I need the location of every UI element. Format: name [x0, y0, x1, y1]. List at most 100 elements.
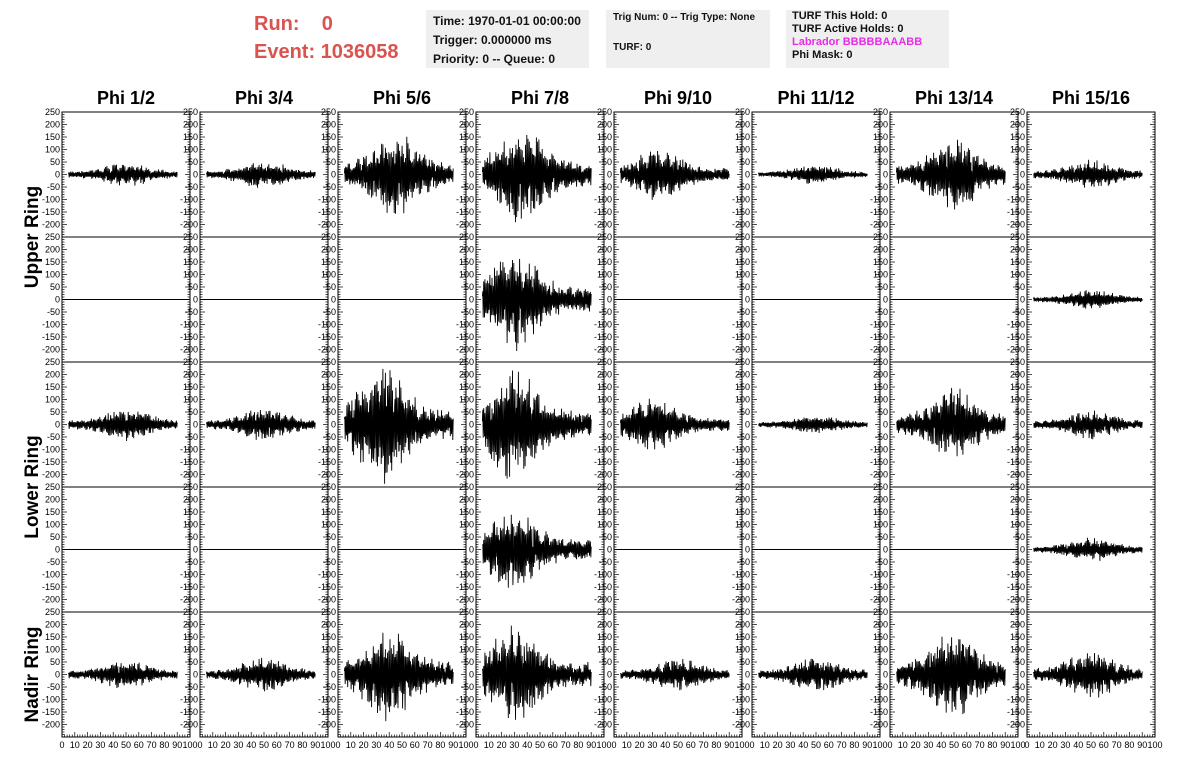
waveform-trace [1032, 290, 1143, 309]
y-tick-label: 150 [321, 257, 336, 267]
y-tick-label: -150 [42, 582, 60, 592]
y-tick-label: 250 [45, 482, 60, 492]
y-tick-label: 200 [459, 245, 474, 255]
y-tick-label: -100 [1007, 695, 1025, 705]
x-tick-label: 30 [95, 740, 105, 750]
y-tick-label: -100 [456, 195, 474, 205]
y-tick-label: -150 [1007, 207, 1025, 217]
y-tick-label: 200 [873, 120, 888, 130]
y-tick-label: 200 [459, 620, 474, 630]
y-tick-label: 0 [193, 420, 198, 430]
y-tick-label: -150 [732, 707, 750, 717]
y-tick-label: 250 [873, 357, 888, 367]
waveform-panel: -200 -150 -100 -50 0 50 100 150 200 250 [180, 107, 329, 238]
ring-label: Nadir Ring [22, 626, 43, 722]
y-tick-label: -150 [180, 582, 198, 592]
y-tick-label: 150 [1010, 257, 1025, 267]
x-tick-label: 50 [259, 740, 269, 750]
x-tick-label: 100 [320, 740, 335, 750]
waveform-panel: -200 -150 -100 -50 0 50 100 150 200 250 [1007, 482, 1156, 613]
y-tick-label: 50 [740, 282, 750, 292]
turf-text: TURF: 0 [613, 42, 652, 53]
y-tick-label: -200 [180, 595, 198, 605]
y-tick-label: -50 [599, 307, 612, 317]
y-tick-label: 200 [1010, 620, 1025, 630]
y-tick-label: -150 [180, 332, 198, 342]
y-tick-label: 250 [597, 357, 612, 367]
y-tick-label: 0 [607, 420, 612, 430]
y-tick-label: 200 [1010, 370, 1025, 380]
waveform-trace [67, 662, 178, 689]
y-tick-label: 100 [597, 395, 612, 405]
x-tick-label: 70 [423, 740, 433, 750]
y-tick-label: 50 [50, 532, 60, 542]
waveform-trace [481, 625, 592, 720]
y-tick-label: 50 [188, 282, 198, 292]
y-tick-label: 100 [1010, 645, 1025, 655]
event-label: Event: [254, 41, 316, 63]
y-tick-label: 150 [735, 632, 750, 642]
x-tick-label: 30 [233, 740, 243, 750]
y-tick-label: 150 [597, 257, 612, 267]
y-tick-label: -50 [1012, 557, 1025, 567]
y-tick-label: -200 [594, 345, 612, 355]
y-tick-label: -100 [180, 195, 198, 205]
y-tick-label: -200 [180, 470, 198, 480]
y-tick-label: -150 [42, 332, 60, 342]
x-tick-label: 90 [310, 740, 320, 750]
y-tick-label: -100 [1007, 320, 1025, 330]
waveform-trace [205, 409, 316, 440]
waveform-trace [758, 658, 868, 691]
y-tick-label: -100 [594, 695, 612, 705]
y-tick-label: 100 [873, 270, 888, 280]
x-tick-label: 70 [699, 740, 709, 750]
y-tick-label: 200 [597, 245, 612, 255]
y-tick-label: -150 [456, 332, 474, 342]
y-tick-label: -100 [1007, 445, 1025, 455]
waveform-panel: -200 -150 -100 -50 0 50 100 150 200 250 [318, 482, 467, 613]
y-tick-label: 0 [469, 420, 474, 430]
column-title: Phi 5/6 [373, 88, 431, 108]
y-tick-label: 50 [602, 282, 612, 292]
event-row: Event: 1036058 [254, 38, 399, 66]
y-tick-label: 250 [459, 232, 474, 242]
y-tick-label: 50 [50, 657, 60, 667]
y-tick-label: 250 [735, 482, 750, 492]
y-tick-label: -200 [594, 220, 612, 230]
waveform-panel: -200 -150 -100 -50 0 50 100 150 200 250 [318, 232, 467, 363]
y-tick-label: -50 [875, 557, 888, 567]
waveform-panel: -200 -150 -100 -50 0 50 100 150 200 250 [1007, 357, 1156, 488]
y-tick-label: 100 [597, 520, 612, 530]
waveform-trace [619, 398, 730, 450]
y-tick-label: 250 [45, 107, 60, 117]
waveform-trace [68, 411, 178, 442]
waveform-panel: -200 -150 -100 -50 0 50 100 150 200 250 [732, 107, 881, 238]
waveform-trace [619, 150, 730, 200]
x-tick-label: 40 [384, 740, 394, 750]
y-tick-label: 100 [459, 395, 474, 405]
y-tick-label: 200 [873, 245, 888, 255]
y-tick-label: -150 [456, 707, 474, 717]
y-tick-label: 0 [745, 420, 750, 430]
y-tick-label: 250 [183, 107, 198, 117]
y-tick-label: -50 [461, 182, 474, 192]
x-tick-label: 100 [458, 740, 473, 750]
y-tick-label: 50 [878, 532, 888, 542]
x-tick-label: 90 [448, 740, 458, 750]
y-tick-label: 200 [873, 370, 888, 380]
y-tick-label: -50 [875, 682, 888, 692]
y-tick-label: 50 [50, 407, 60, 417]
x-tick-label: 60 [272, 740, 282, 750]
y-tick-label: -150 [456, 457, 474, 467]
y-tick-label: -50 [737, 182, 750, 192]
y-tick-label: -200 [180, 720, 198, 730]
y-tick-label: 250 [735, 107, 750, 117]
y-tick-label: 0 [883, 170, 888, 180]
y-tick-label: -50 [875, 182, 888, 192]
y-tick-label: 100 [459, 645, 474, 655]
y-tick-label: 100 [873, 645, 888, 655]
y-tick-label: -100 [732, 570, 750, 580]
y-tick-label: 50 [740, 657, 750, 667]
x-tick-label: 50 [811, 740, 821, 750]
